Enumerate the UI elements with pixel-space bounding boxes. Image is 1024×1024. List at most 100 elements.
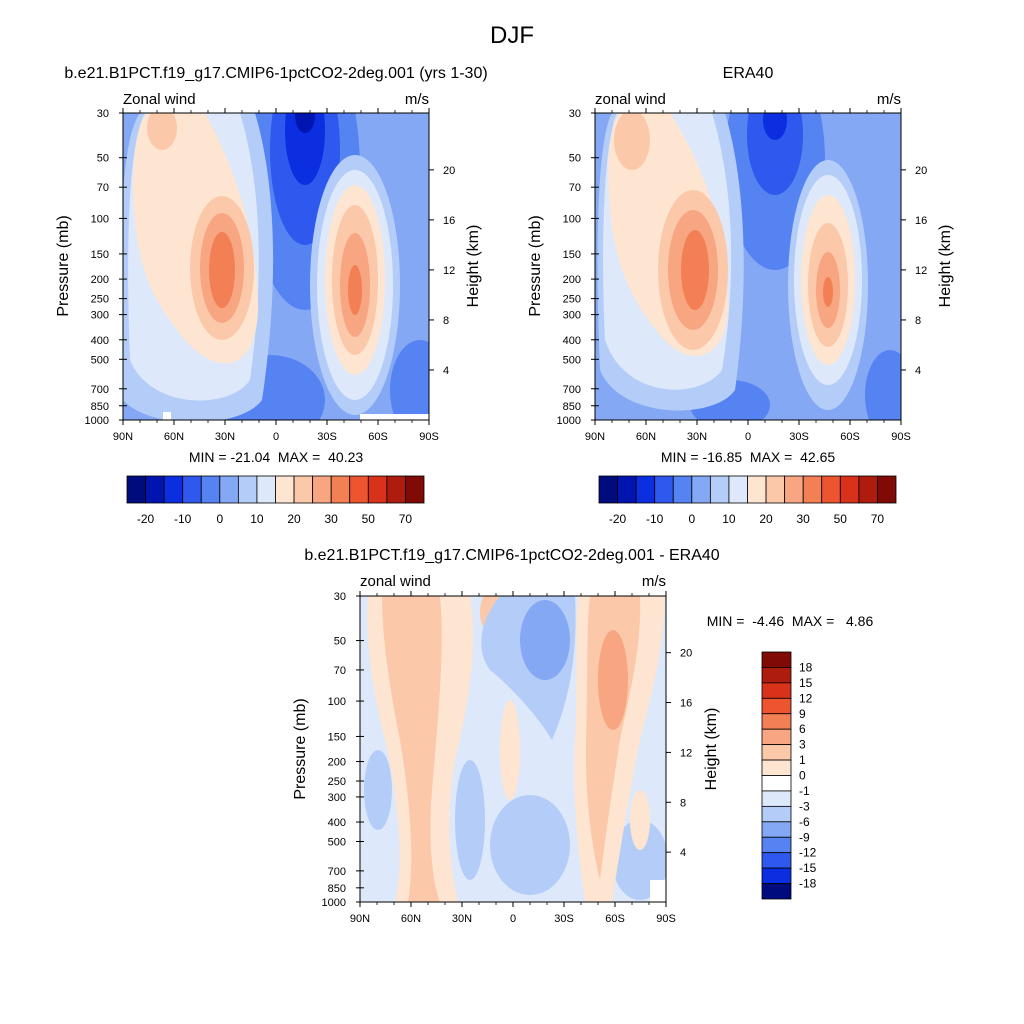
colorbar-era40: -20 -10 0 10 20 30 50 70 [598, 475, 897, 526]
y-tick-label: 300 [91, 310, 109, 322]
colorbar-swatch [617, 475, 637, 504]
colorbar-swatch [761, 790, 792, 807]
y-tick-label: 30 [97, 108, 109, 120]
colorbar-swatch [761, 759, 792, 776]
colorbar-swatch [761, 713, 792, 730]
colorbar-label: 10 [722, 512, 736, 526]
x-tick-label: 30N [452, 913, 472, 925]
y2-tick-label: 8 [443, 315, 449, 327]
y2-axis-label: Height (km) [465, 225, 482, 308]
colorbar-swatch [293, 475, 314, 504]
contour-region [681, 230, 709, 310]
y-tick-label: 30 [569, 108, 581, 120]
colorbar-swatch [802, 475, 823, 504]
contour-field [360, 596, 666, 902]
colorbar-swatch [256, 475, 276, 504]
y-axis-label: Pressure (mb) [55, 215, 72, 316]
y2-tick-label: 12 [443, 265, 455, 277]
colorbar-swatch [672, 475, 693, 504]
colorbar-swatch [386, 475, 406, 504]
contour-field [595, 113, 901, 420]
y2-tick-label: 4 [443, 365, 449, 377]
colorbar-label: 3 [799, 738, 806, 752]
colorbar-swatch [126, 475, 146, 504]
colorbar-label: 12 [799, 691, 813, 705]
missing-data [650, 880, 666, 902]
min-max-label: MIN = -21.04 MAX = 40.23 [189, 449, 364, 465]
contour-region [614, 113, 650, 170]
y2-tick-label: 16 [915, 215, 927, 227]
min-max-label: MIN = -16.85 MAX = 42.65 [661, 449, 836, 465]
colorbar-swatch [349, 475, 369, 504]
y-tick-label: 500 [328, 837, 346, 849]
y-tick-label: 70 [334, 665, 346, 677]
colorbar-label: 9 [799, 707, 806, 721]
colorbar-label: -15 [799, 861, 817, 875]
colorbar-swatch [761, 728, 792, 746]
x-tick-label: 90S [419, 431, 439, 443]
missing-data [360, 414, 429, 420]
y-tick-label: 850 [328, 883, 346, 895]
y-tick-label: 50 [569, 153, 581, 165]
y-tick-label: 500 [91, 354, 109, 366]
x-tick-label: 60S [605, 913, 625, 925]
contour-region [364, 750, 392, 830]
x-tick-label: 0 [745, 431, 751, 443]
colorbar-label: 15 [799, 676, 813, 690]
contour-region [598, 630, 628, 730]
y-tick-label: 700 [91, 384, 109, 396]
y-tick-label: 200 [91, 274, 109, 286]
x-tick-label: 60N [401, 913, 421, 925]
colorbar-swatch [761, 744, 792, 761]
y2-tick-label: 4 [915, 365, 921, 377]
colorbar-swatch [761, 821, 792, 838]
colorbar-label: 0 [688, 512, 695, 526]
y-tick-label: 150 [91, 249, 109, 261]
colorbar-label: 20 [287, 512, 301, 526]
colorbar-swatch [761, 805, 792, 823]
colorbar-label: 70 [871, 512, 885, 526]
colorbar-swatch [839, 475, 860, 504]
y-tick-label: 100 [563, 213, 581, 225]
x-tick-label: 30N [687, 431, 707, 443]
x-tick-label: 60S [368, 431, 388, 443]
x-tick-label: 60N [164, 431, 184, 443]
colorbar-swatch [747, 475, 767, 504]
colorbar-swatch [654, 475, 674, 504]
x-tick-label: 90N [113, 431, 133, 443]
colorbar-swatch [728, 475, 748, 504]
colorbar-swatch [761, 697, 792, 715]
y-tick-label: 1000 [322, 897, 346, 909]
colorbar-model: -20 -10 0 10 20 30 50 70 [126, 475, 425, 526]
colorbar-swatch [761, 836, 792, 854]
colorbar-label: -18 [799, 877, 817, 891]
y2-axis-label: Height (km) [937, 225, 954, 308]
x-tick-label: 30N [215, 431, 235, 443]
x-tick-label: 0 [510, 913, 516, 925]
y2-tick-label: 16 [443, 215, 455, 227]
y-tick-label: 250 [91, 294, 109, 306]
y-tick-label: 850 [563, 401, 581, 413]
y-tick-label: 150 [328, 731, 346, 743]
colorbar-swatch [405, 475, 425, 504]
y2-tick-label: 8 [915, 315, 921, 327]
y-tick-label: 500 [563, 354, 581, 366]
colorbar-label: 70 [399, 512, 413, 526]
colorbar-label: -10 [646, 512, 664, 526]
contour-region [747, 113, 803, 195]
colorbar-label: 30 [325, 512, 339, 526]
y-tick-label: 1000 [557, 415, 581, 427]
contour-region [295, 113, 315, 133]
colorbar-swatch [182, 475, 202, 504]
y-tick-label: 200 [328, 757, 346, 769]
x-tick-label: 30S [317, 431, 337, 443]
contour-region [500, 700, 520, 800]
contour-region [865, 350, 901, 420]
min-max-label: MIN = -4.46 MAX = 4.86 [707, 613, 874, 629]
colorbar-swatch [821, 475, 841, 504]
panel-difference: b.e21.B1PCT.f19_g17.CMIP6-1pctCO2-2deg.0… [292, 547, 873, 925]
